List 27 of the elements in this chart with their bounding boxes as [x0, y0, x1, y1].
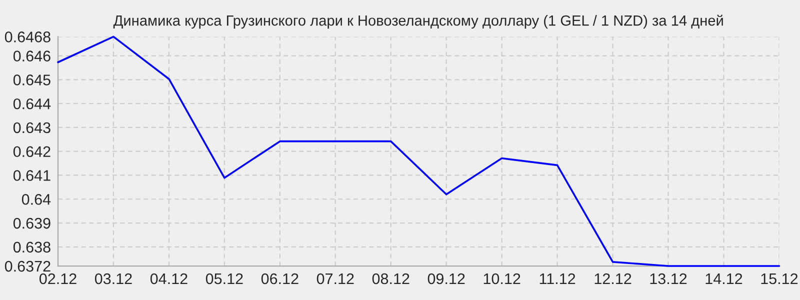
x-tick-label: 11.12	[540, 273, 576, 284]
x-tick-label: 06.12	[261, 273, 298, 284]
x-tick-label: 13.12	[650, 273, 687, 284]
y-tick-label: 0.6468	[4, 32, 50, 42]
x-tick-label: 07.12	[316, 273, 354, 284]
x-tick-label: 05.12	[206, 273, 243, 284]
y-tick-label: 0.643	[13, 122, 50, 134]
y-tick-label: 0.64	[22, 194, 51, 205]
x-tick-label: 10.12	[484, 273, 520, 284]
x-tick-label: 12.12	[594, 273, 632, 284]
chart-title: Динамика курса Грузинского лари к Новозеландскому доллару (1 GEL / 1 NZD) за 14 дней	[113, 14, 723, 29]
line-series	[57, 36, 780, 267]
y-tick-label: 0.642	[13, 146, 50, 158]
x-tick-label: 08.12	[372, 273, 410, 284]
x-tick-label: 15.12	[761, 273, 798, 284]
y-tick-label: 0.644	[13, 98, 51, 110]
y-tick-label: 0.638	[13, 242, 50, 253]
y-tick-label: 0.6372	[4, 260, 50, 272]
y-tick-label: 0.639	[13, 218, 50, 229]
x-tick-label: 14.12	[706, 273, 742, 284]
x-tick-label: 04.12	[150, 273, 188, 284]
y-tick-label: 0.645	[13, 74, 50, 86]
x-tick-label: 09.12	[428, 273, 465, 284]
y-tick-label: 0.646	[13, 50, 50, 62]
y-tick-label: 0.641	[13, 170, 50, 181]
x-tick-label: 02.12	[39, 273, 76, 284]
x-tick-label: 03.12	[94, 273, 132, 284]
